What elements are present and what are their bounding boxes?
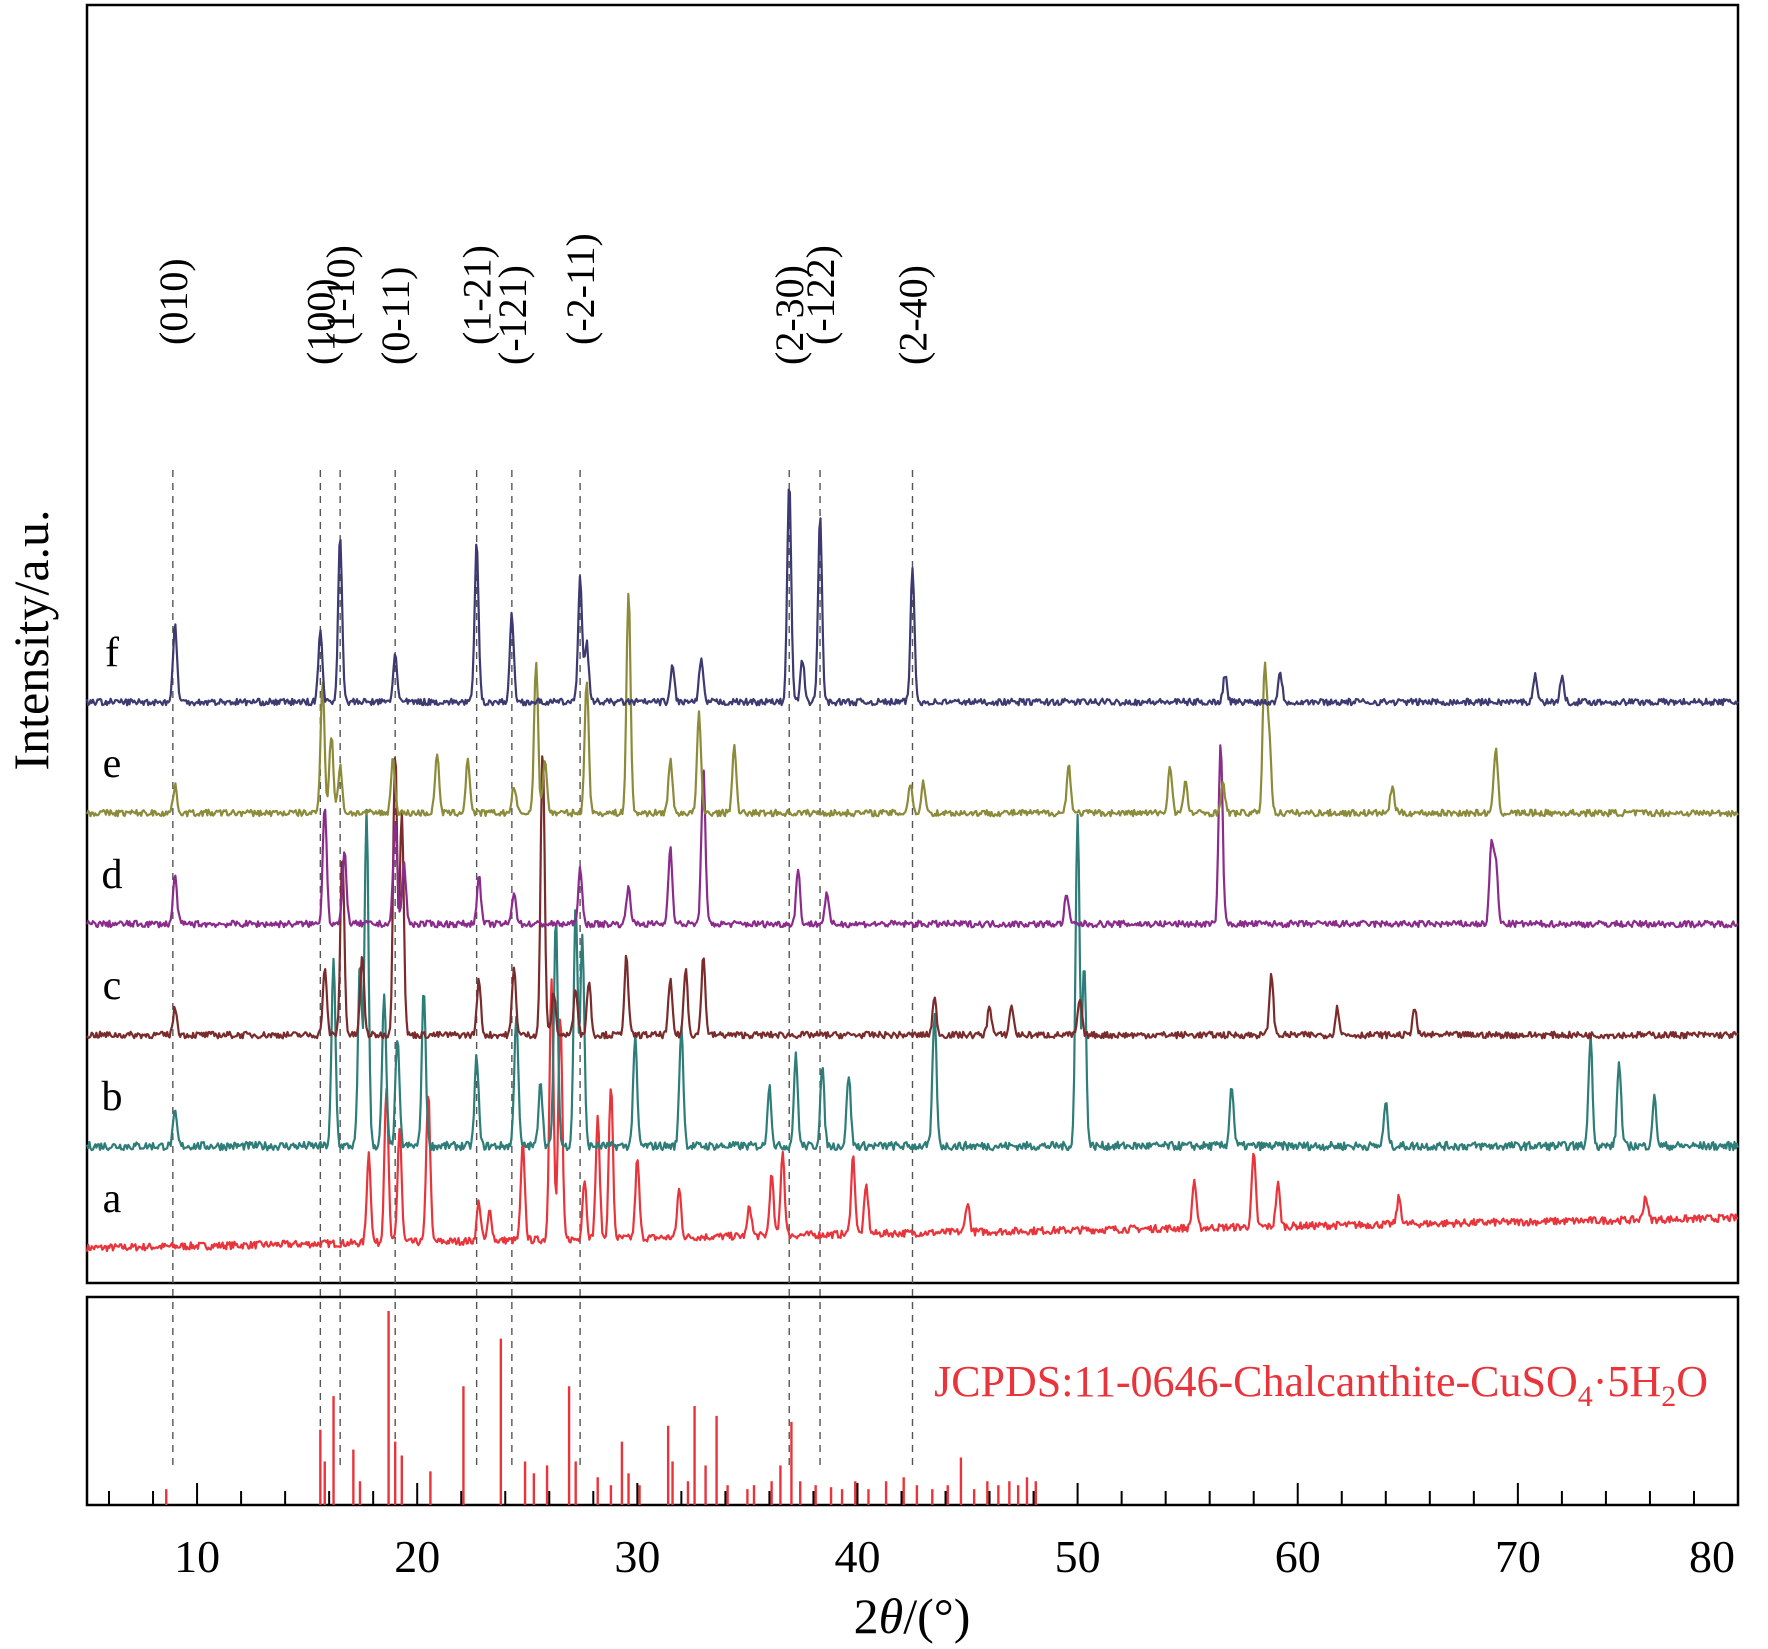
series-d-line [85,744,1739,929]
x-tick-label: 70 [1495,1531,1541,1582]
peak-label: (2-30) [767,265,812,365]
reference-plot-frame [85,1295,1740,1507]
series-e-line [85,592,1739,818]
peak-label: (-2-11) [558,233,603,345]
reference-lines [165,1310,1037,1505]
x-axis-label: 2θ/(°) [854,1588,971,1644]
series-a-label: a [103,1176,122,1222]
peak-guide-lines [172,470,914,1470]
series-b-line [85,808,1740,1152]
series-b-label: b [102,1074,123,1120]
x-axis: 10 20 30 40 50 60 70 80 [108,1483,1739,1582]
peak-label: (1-10) [318,245,363,345]
peak-label: (0-11) [373,267,418,365]
peak-label: (-121) [490,265,535,365]
x-tick-label: 40 [834,1531,880,1582]
peak-label: (1-21) [455,245,500,345]
series-c-line [86,755,1739,1040]
series-layer [85,488,1740,1253]
peak-label: (100) [298,278,343,365]
series-c-label: c [103,963,122,1009]
x-tick-label: 10 [174,1531,220,1582]
series-d-label: d [102,852,123,898]
x-tick-label: 80 [1689,1531,1735,1582]
y-axis-label: Intensity/a.u. [3,509,59,770]
peak-labels: (010) (100)(1-10) (0-11) (1-21)(-121) (-2-11… [151,233,936,365]
x-tick-label: 30 [614,1531,660,1582]
series-letters: a b c d e f [102,630,123,1222]
series-f-label: f [105,630,119,676]
series-f-line [85,488,1739,707]
series-a-line [85,978,1739,1253]
x-tick-label: 60 [1275,1531,1321,1582]
peak-label: (2-40) [891,265,936,365]
x-tick-label: 20 [394,1531,440,1582]
series-e-label: e [103,741,122,787]
reference-label: JCPDS:11-0646-Chalcanthite-CuSO4·5H2O [934,1357,1708,1413]
x-tick-label: 50 [1055,1531,1101,1582]
peak-label: (-122) [798,245,843,345]
peak-label: (010) [151,258,196,345]
